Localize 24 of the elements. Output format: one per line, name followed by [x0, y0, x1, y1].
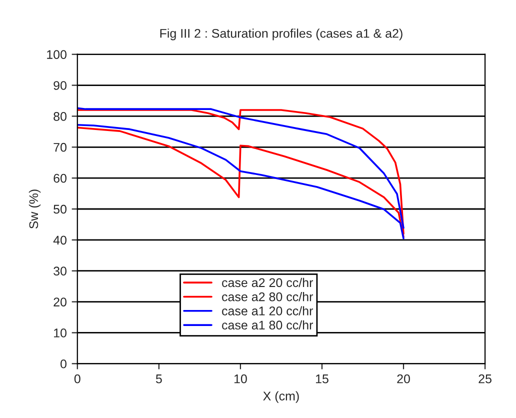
x-tick-label: 0 [74, 374, 80, 384]
x-tick-label: 20 [397, 374, 410, 384]
x-axis-title: X (cm) [263, 391, 299, 403]
x-tick-label: 25 [478, 374, 492, 384]
y-axis-title: Sw (%) [28, 190, 41, 229]
legend-label: case a2 80 cc/hr [222, 292, 314, 302]
y-tick-label: 100 [47, 50, 66, 59]
x-tick-label: 15 [316, 374, 328, 384]
legend-label: case a1 20 cc/hr [222, 306, 314, 316]
y-tick-label: 30 [54, 266, 66, 276]
y-tick-label: 10 [54, 328, 66, 338]
y-tick-label: 20 [54, 298, 66, 306]
y-tick-label: 0 [60, 359, 66, 368]
x-tick-label: 5 [156, 374, 162, 384]
y-tick-label: 80 [54, 112, 66, 121]
y-tick-label: 90 [54, 81, 66, 90]
legend-label: case a2 20 cc/hr [222, 278, 314, 288]
x-tick-label: 10 [234, 374, 247, 384]
y-tick-label: 50 [54, 204, 66, 214]
chart-title: Fig III 2 : Saturation profiles (cases a1 & a2) [160, 28, 402, 40]
y-tick-label: 40 [53, 236, 66, 245]
legend-label: case a1 80 cc/hr [222, 320, 314, 330]
y-tick-label: 60 [54, 174, 66, 183]
y-tick-label: 70 [54, 142, 66, 152]
